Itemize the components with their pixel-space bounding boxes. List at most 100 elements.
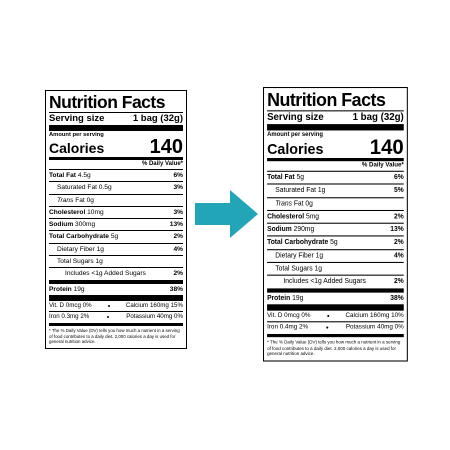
nutrient-row: Saturated Fat 0.5g 3% [49, 181, 183, 193]
nutrient-label: Saturated Fat [275, 186, 316, 195]
nutrient-label: Includes <1g Added Sugars [283, 278, 366, 286]
nutrient-name: Total Carbohydrate 5g [49, 231, 118, 242]
nutrient-name: Sodium 300mg [49, 219, 95, 230]
nutrient-row: Sodium 290mg 13% [267, 222, 404, 236]
nutrient-label: Sodium [49, 221, 74, 229]
nutrient-dv: 38% [390, 294, 404, 302]
nutrient-label-em: Trans [57, 196, 74, 204]
vitamin: Potassium 40mg 0% [126, 312, 183, 323]
serving-value: 1 bag (32g) [132, 113, 183, 124]
divider [49, 322, 183, 326]
nutrient-row: Protein 19g 38% [49, 284, 183, 295]
nutrient-label: Total Carbohydrate [267, 239, 329, 247]
vitamin-row: Iron 0.4mg 2% Potassium 40mg 0% [267, 321, 404, 334]
nutrient-row: Dietary Fiber 1g 4% [267, 248, 404, 262]
nutrient-amount: 19g [73, 285, 85, 293]
nutrient-amount: 1g [96, 245, 104, 253]
nutrient-dv: 2% [394, 239, 404, 247]
vitamin-name: Potassium [126, 313, 156, 321]
nutrient-dv: 38% [169, 285, 183, 293]
divider [267, 158, 404, 162]
nutrient-name: Total Sugars 1g [57, 256, 103, 267]
bullet [326, 314, 330, 317]
nutrient-amount: 1g [95, 258, 103, 266]
nutrient-name: Dietary Fiber 1g [57, 244, 104, 255]
vitamin-amount: 40mg [156, 313, 173, 321]
calories-label: Calories [267, 140, 324, 157]
nutrient-name: Saturated Fat 1g [275, 185, 325, 197]
nutrient-label: Total Carbohydrate [49, 233, 109, 241]
nutrition-label: Nutrition Facts Serving size 1 bag (32g) Am… [263, 87, 408, 362]
vitamin: Iron 0.3mg 2% [49, 312, 89, 323]
nutrient-row: Includes <1g Added Sugars 2% [267, 275, 404, 288]
nutrient-row: Total Carbohydrate 5g 2% [267, 235, 404, 249]
serving-label: Serving size [49, 113, 105, 124]
nutrient-dv: 2% [173, 233, 183, 241]
calories-value: 140 [149, 136, 183, 158]
vitamin-dv: 0% [394, 323, 404, 332]
nutrient-label: Sodium [267, 226, 292, 234]
nutrient-amount: 10mg [87, 208, 104, 216]
nutrient-label: Includes <1g Added Sugars [65, 270, 146, 278]
nutrient-amount: 300mg [75, 221, 96, 229]
nutrient-dv: 3% [173, 208, 183, 216]
nutrient-amount: 5mg [305, 213, 320, 221]
nutrient-name: Dietary Fiber 1g [275, 250, 323, 262]
nutrient-dv: 2% [394, 278, 404, 286]
nutrient-dv: 4% [394, 252, 404, 260]
vitamin-row: Iron 0.3mg 2% Potassium 40mg 0% [49, 311, 183, 323]
vitamin-dv: 15% [170, 301, 183, 309]
serving-row: Serving size 1 bag (32g) [267, 110, 404, 124]
vitamin-dv: 0% [301, 311, 311, 320]
divider [49, 279, 183, 284]
nutrient-label: Total Fat [267, 173, 295, 182]
nutrient-row: Cholesterol 10mg 3% [49, 205, 183, 218]
nutrient-dv: 13% [390, 226, 404, 234]
divider [49, 157, 183, 160]
nutrient-dv: 6% [394, 173, 404, 182]
nutrient-name: Total Fat 5g [267, 172, 304, 184]
nutrient-row: Includes <1g Added Sugars 2% [49, 267, 183, 279]
nutrient-name: Includes <1g Added Sugars [283, 276, 365, 288]
calories-label: Calories [49, 140, 105, 156]
nutrient-row: Trans Fat 0g [267, 196, 404, 210]
dv-header: % Daily Value* [141, 161, 183, 167]
vitamin-name: Calcium [125, 301, 149, 309]
footnote: * The % Daily Value (DV) tells you how m… [267, 339, 401, 357]
nutrition-label: Nutrition Facts Serving size 1 bag (32g) Am… [45, 90, 187, 349]
vitamin-amount: 0.3mg [61, 313, 79, 321]
nutrient-row: Total Sugars 1g [267, 261, 404, 275]
bullet [325, 327, 329, 330]
amount-per-serving: Amount per serving [49, 132, 104, 138]
vitamin-dv: 10% [391, 311, 404, 320]
vitamin-amount: 160mg [149, 301, 169, 309]
vitamin-name: Iron [267, 323, 278, 332]
nutrient-label: Fat [75, 196, 85, 204]
arrow [195, 190, 258, 238]
divider [49, 125, 183, 131]
divider [267, 288, 404, 293]
nutrient-label: Cholesterol [49, 208, 86, 216]
nutrient-label: Dietary Fiber [57, 245, 95, 253]
vitamin: Vit. D 0mcg 0% [267, 311, 310, 322]
nutrient-name: Cholesterol 10mg [49, 207, 104, 218]
title: Nutrition Facts [267, 89, 386, 111]
divider [49, 294, 183, 301]
nutrient-label: Total Sugars [57, 258, 94, 266]
divider [267, 304, 404, 311]
nutrient-label: Dietary Fiber [275, 252, 314, 260]
dv-header: % Daily Value* [361, 162, 404, 169]
vitamin-amount: 40mg [377, 323, 393, 332]
nutrient-label: Protein [49, 285, 72, 293]
serving-label: Serving size [267, 111, 324, 124]
nutrient-label: Cholesterol [267, 213, 305, 221]
footnote: * The % Daily Value (DV) tells you how m… [49, 327, 180, 345]
vitamin-name: Vit. D [49, 301, 65, 309]
divider [267, 124, 404, 131]
nutrient-label: Protein [267, 294, 291, 302]
nutrient-dv: 4% [173, 245, 183, 253]
nutrient-dv: 3% [173, 184, 183, 192]
vitamin-dv: 0% [82, 301, 92, 309]
vitamin-dv: 0% [174, 313, 183, 321]
nutrient-dv: 6% [173, 172, 183, 179]
